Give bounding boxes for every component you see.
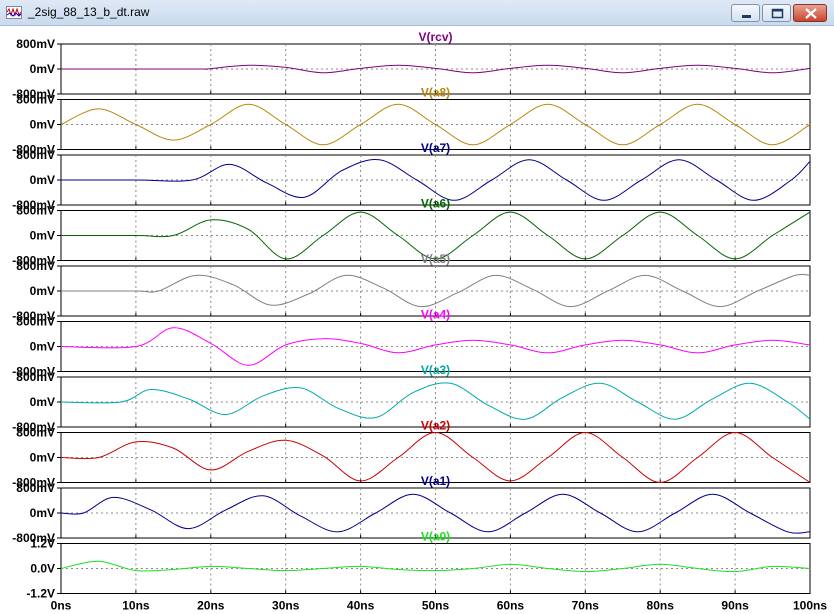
y-tick-label: 0.0V — [30, 562, 55, 576]
series-title: V(a8) — [421, 86, 450, 100]
y-tick-label: 0mV — [30, 229, 55, 243]
y-tick-label: -800mV — [12, 420, 55, 434]
waveform-trace[interactable] — [60, 431, 811, 484]
minimize-icon — [742, 15, 751, 18]
y-tick-label: 800mV — [16, 148, 55, 162]
x-tick-label: 60ns — [497, 599, 525, 613]
waveform-trace[interactable] — [60, 382, 811, 420]
x-tick-label: 20ns — [197, 599, 225, 613]
x-tick-label: 40ns — [347, 599, 375, 613]
title-bar[interactable]: _2sig_88_13_b_dt.raw — [0, 0, 834, 26]
y-tick-label: -800mV — [12, 309, 55, 323]
close-button[interactable] — [793, 4, 827, 22]
waveform-plot[interactable]: 800mV 0mV -800mV V(rcv) 800mV 0mV -800mV V(a8) 8… — [0, 26, 834, 614]
y-tick-label: -800mV — [12, 531, 55, 545]
y-tick-label: 0mV — [30, 118, 55, 132]
y-tick-label: -1.2V — [26, 587, 55, 601]
x-tick-label: 50ns — [422, 599, 450, 613]
x-tick-label: 30ns — [272, 599, 300, 613]
waveform-trace[interactable] — [61, 211, 811, 260]
y-tick-label: 800mV — [16, 259, 55, 273]
series-title: V(a7) — [421, 141, 450, 155]
y-tick-label: 800mV — [16, 370, 55, 384]
waveform-trace[interactable] — [60, 103, 811, 146]
series-title: V(a5) — [421, 252, 450, 266]
maximize-button[interactable] — [762, 4, 791, 22]
waveform-trace[interactable] — [60, 273, 811, 308]
maximize-icon — [771, 8, 784, 19]
x-tick-label: 70ns — [572, 599, 600, 613]
y-tick-label: 800mV — [16, 204, 55, 218]
y-tick-label: 0mV — [30, 395, 55, 409]
y-tick-label: -800mV — [12, 87, 55, 101]
waveform-trace[interactable] — [60, 158, 811, 201]
y-tick-label: 800mV — [16, 426, 55, 440]
x-tick-label: 80ns — [647, 599, 675, 613]
y-tick-label: 800mV — [16, 93, 55, 107]
y-tick-label: -800mV — [12, 198, 55, 212]
window-title: _2sig_88_13_b_dt.raw — [28, 5, 150, 19]
close-icon — [805, 8, 817, 19]
waveform-trace[interactable] — [60, 560, 811, 573]
y-tick-label: 1.2V — [30, 537, 55, 551]
x-tick-label: 0ns — [51, 599, 72, 613]
series-title: V(a1) — [421, 474, 450, 488]
y-tick-label: -800mV — [12, 476, 55, 490]
y-tick-label: 0mV — [30, 62, 55, 76]
y-tick-label: 800mV — [16, 481, 55, 495]
y-tick-label: 0mV — [30, 506, 55, 520]
series-title: V(a2) — [421, 419, 450, 433]
minimize-button[interactable] — [731, 4, 760, 22]
y-tick-label: -800mV — [12, 254, 55, 268]
y-tick-label: 800mV — [16, 37, 55, 51]
waveform-icon — [6, 6, 22, 19]
y-tick-label: 0mV — [30, 340, 55, 354]
y-tick-label: 0mV — [30, 173, 55, 187]
series-title: V(a4) — [421, 308, 450, 322]
y-tick-label: -800mV — [12, 143, 55, 157]
waveform-trace[interactable] — [60, 327, 811, 366]
waveform-trace[interactable] — [60, 493, 811, 534]
series-title: V(rcv) — [418, 30, 452, 44]
series-title: V(a6) — [421, 197, 450, 211]
waveform-viewer[interactable]: 800mV 0mV -800mV V(rcv) 800mV 0mV -800mV V(a8) 8… — [0, 26, 834, 614]
x-tick-label: 90ns — [721, 599, 749, 613]
waveform-trace[interactable] — [60, 64, 811, 74]
y-tick-label: 800mV — [16, 315, 55, 329]
series-title: V(a0) — [421, 530, 450, 544]
x-tick-label: 100ns — [793, 599, 827, 613]
y-tick-label: -800mV — [12, 365, 55, 379]
series-title: V(a3) — [421, 363, 450, 377]
y-tick-label: 0mV — [30, 451, 55, 465]
x-tick-label: 10ns — [122, 599, 150, 613]
y-tick-label: 0mV — [30, 284, 55, 298]
